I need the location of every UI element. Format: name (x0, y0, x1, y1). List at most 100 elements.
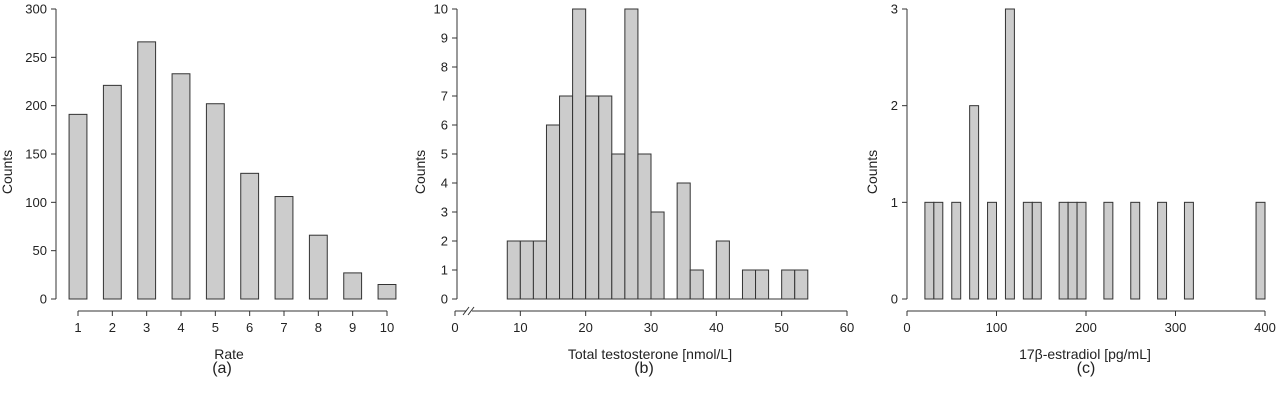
bar-c-11 (1103, 201, 1114, 300)
y-tick-label-b-7: 7 (441, 89, 448, 104)
bar-a-8 (343, 272, 363, 300)
y-tick-label-a-100: 100 (25, 195, 47, 210)
bar-b-11 (650, 211, 665, 300)
x-tick-label-a-4: 4 (177, 320, 184, 335)
y-tick-label-c-0: 0 (891, 292, 898, 307)
panel-label-b: (b) (634, 360, 654, 377)
x-tick-label-b-0: 0 (451, 320, 458, 335)
bar-c-14 (1183, 201, 1194, 300)
bar-c-12 (1130, 201, 1141, 300)
bar-b-19 (755, 269, 770, 300)
y-tick-label-a-50: 50 (33, 243, 47, 258)
x-tick-label-a-6: 6 (246, 320, 253, 335)
bar-b-8 (611, 153, 626, 300)
panel-b: 0 1 2 3 4 5 6 7 8 9 10 0 10 20 30 40 50 60 Total testoste… (412, 2, 854, 378)
x-axis-label-b: Total testosterone [nmol/L] (568, 346, 732, 362)
y-axis-label-a: Counts (0, 150, 15, 194)
bar-b-9 (624, 8, 639, 300)
y-tick-label-b-5: 5 (441, 147, 448, 162)
bar-a-1 (102, 84, 122, 300)
y-tick-label-a-0: 0 (40, 292, 47, 307)
y-tick-label-b-1: 1 (441, 263, 448, 278)
y-tick-label-a-300: 300 (25, 2, 47, 17)
bars-c (924, 8, 1266, 300)
bar-b-4 (559, 95, 574, 300)
panel-label-c: (c) (1077, 360, 1096, 377)
bar-c-8 (1058, 201, 1069, 300)
y-tick-label-a-200: 200 (25, 98, 47, 113)
bar-b-7 (598, 95, 613, 300)
bar-c-13 (1157, 201, 1168, 300)
bar-a-2 (137, 41, 157, 300)
y-tick-label-b-3: 3 (441, 205, 448, 220)
y-tick-label-b-0: 0 (441, 292, 448, 307)
bar-b-18 (741, 269, 757, 300)
x-tick-label-c-100: 100 (986, 320, 1008, 335)
x-tick-label-a-8: 8 (315, 320, 322, 335)
x-tick-label-c-400: 400 (1254, 320, 1276, 335)
x-tick-label-a-3: 3 (143, 320, 150, 335)
y-tick-label-c-2: 2 (891, 98, 898, 113)
bar-a-4 (205, 103, 225, 300)
y-axis-label-c: Counts (864, 150, 880, 194)
x-tick-label-c-300: 300 (1165, 320, 1187, 335)
bar-b-1 (519, 240, 534, 300)
axis-break-mark-2 (467, 306, 475, 316)
y-tick-label-b-10: 10 (434, 2, 448, 17)
bar-b-0 (506, 240, 521, 300)
bar-b-3 (545, 124, 561, 300)
bar-b-16 (715, 240, 730, 300)
y-tick-label-b-9: 9 (441, 31, 448, 46)
x-tick-label-a-9: 9 (349, 320, 356, 335)
x-tick-label-a-2: 2 (109, 320, 116, 335)
bar-a-6 (274, 196, 294, 300)
bar-c-4 (987, 201, 997, 300)
bar-c-9 (1067, 201, 1078, 300)
y-tick-label-c-3: 3 (891, 2, 898, 17)
bar-a-7 (308, 234, 328, 300)
y-tick-label-c-1: 1 (891, 195, 898, 210)
bar-c-3 (969, 105, 980, 300)
x-tick-label-a-7: 7 (280, 320, 287, 335)
bar-b-5 (572, 8, 587, 300)
y-axis-label-b: Counts (412, 150, 428, 194)
axes-c: 0 1 2 3 0 100 200 300 400 (891, 2, 1276, 336)
bar-c-5 (1004, 8, 1015, 300)
bar-a-3 (171, 73, 191, 300)
bar-c-0 (924, 201, 935, 300)
bars-a (68, 41, 397, 300)
bar-c-6 (1022, 201, 1033, 300)
x-tick-label-a-1: 1 (74, 320, 81, 335)
bar-c-1 (933, 201, 944, 300)
x-tick-label-b-10: 10 (513, 320, 527, 335)
y-tick-label-a-250: 250 (25, 50, 47, 65)
bar-c-15 (1255, 201, 1266, 300)
bar-b-14 (689, 269, 704, 300)
bar-a-0 (68, 113, 88, 300)
x-tick-label-b-20: 20 (578, 320, 592, 335)
bar-a-5 (240, 172, 260, 300)
panel-a: 0 50 100 150 200 250 300 1 2 3 4 5 6 7 8 9 10 Rate Count… (0, 2, 397, 377)
y-tick-label-b-4: 4 (441, 176, 448, 191)
axes-b: 0 1 2 3 4 5 6 7 8 9 10 0 10 20 30 40 50 60 (434, 2, 855, 336)
x-tick-label-b-30: 30 (644, 320, 658, 335)
x-axis-label-a: Rate (214, 346, 244, 362)
bar-b-22 (794, 269, 809, 300)
bar-c-10 (1076, 201, 1087, 300)
bar-a-9 (377, 284, 397, 300)
y-tick-label-b-2: 2 (441, 234, 448, 249)
bar-b-21 (781, 269, 796, 300)
y-tick-label-a-150: 150 (25, 147, 47, 162)
y-tick-label-b-6: 6 (441, 118, 448, 133)
x-tick-label-a-5: 5 (212, 320, 219, 335)
y-tick-label-b-8: 8 (441, 60, 448, 75)
x-tick-label-b-60: 60 (840, 320, 854, 335)
bars-b (506, 8, 809, 300)
axes-a: 0 50 100 150 200 250 300 1 2 3 4 5 6 7 8 9 10 (25, 2, 394, 336)
x-tick-label-c-0: 0 (903, 320, 910, 335)
bar-b-2 (532, 240, 547, 300)
bar-b-13 (676, 182, 691, 300)
x-tick-label-a-10: 10 (380, 320, 394, 335)
